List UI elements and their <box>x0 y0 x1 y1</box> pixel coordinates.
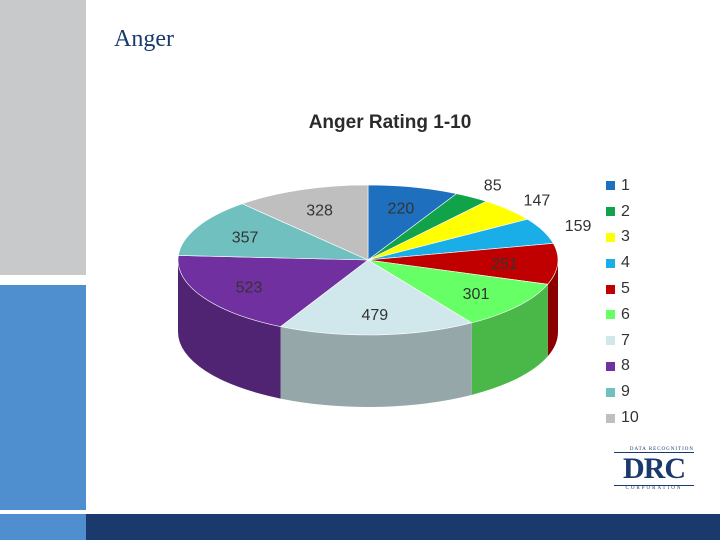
logo-bottom-text: CORPORATION <box>625 486 683 491</box>
pie-label-6: 301 <box>463 286 490 303</box>
legend-item-3: 3 <box>606 225 639 251</box>
pie-label-7: 479 <box>361 307 388 324</box>
legend-label-1: 1 <box>621 176 630 194</box>
legend-item-4: 4 <box>606 250 639 276</box>
chart-legend: 1 2 3 4 5 6 7 8 9 10 <box>606 173 639 431</box>
chart-title: Anger Rating 1-10 <box>308 112 472 133</box>
logo-main-text: DRC <box>614 452 694 486</box>
legend-item-6: 6 <box>606 302 639 328</box>
bottom-band-accent <box>0 514 86 540</box>
legend-item-10: 10 <box>606 405 639 431</box>
legend-swatch-9 <box>606 387 615 397</box>
legend-label-5: 5 <box>621 280 630 298</box>
page-title: Anger <box>114 26 174 52</box>
legend-item-1: 1 <box>606 173 639 199</box>
legend-label-10: 10 <box>621 409 639 427</box>
legend-swatch-3 <box>606 232 615 242</box>
legend-item-7: 7 <box>606 328 639 354</box>
pie-label-4: 159 <box>565 218 592 235</box>
legend-label-8: 8 <box>621 357 630 375</box>
pie-slice-1 <box>367 184 458 261</box>
bottom-band <box>0 514 720 540</box>
side-panel-blue <box>0 285 86 510</box>
legend-swatch-8 <box>606 361 615 371</box>
legend-swatch-4 <box>606 258 615 268</box>
pie-label-9: 357 <box>232 229 259 246</box>
pie-slice-7 <box>279 259 473 336</box>
drc-logo: DATA RECOGNITION DRC CORPORATION <box>614 447 694 497</box>
side-divider <box>86 0 90 540</box>
pie-label-5: 251 <box>491 256 518 273</box>
legend-label-3: 3 <box>621 228 630 246</box>
pie-label-2: 85 <box>484 178 502 195</box>
pie-label-1: 220 <box>388 201 415 218</box>
legend-item-5: 5 <box>606 276 639 302</box>
pie-slice-9 <box>178 203 369 261</box>
pie-label-3: 147 <box>524 193 551 210</box>
pie-label-10: 328 <box>306 203 333 220</box>
pie-side-6 <box>471 284 548 395</box>
legend-swatch-5 <box>606 284 615 294</box>
logo-top-text: DATA RECOGNITION <box>629 447 694 452</box>
pie-slice-8 <box>177 255 369 327</box>
legend-item-8: 8 <box>606 354 639 380</box>
legend-label-2: 2 <box>621 202 630 220</box>
legend-swatch-1 <box>606 181 615 191</box>
legend-item-2: 2 <box>606 199 639 225</box>
pie-side-walls <box>178 260 558 407</box>
legend-label-4: 4 <box>621 254 630 272</box>
pie-side-5 <box>547 260 558 357</box>
legend-label-7: 7 <box>621 331 630 349</box>
pie-side-7 <box>280 322 472 407</box>
legend-swatch-2 <box>606 207 615 217</box>
legend-swatch-7 <box>606 336 615 346</box>
legend-swatch-10 <box>606 413 615 423</box>
legend-label-9: 9 <box>621 383 630 401</box>
pie-slice-6 <box>367 259 549 324</box>
legend-label-6: 6 <box>621 305 630 323</box>
legend-swatch-6 <box>606 310 615 320</box>
legend-item-9: 9 <box>606 379 639 405</box>
pie-slice-5 <box>367 243 559 285</box>
pie-side-8 <box>178 260 281 399</box>
pie-label-8: 523 <box>236 280 263 297</box>
pie-slice-10 <box>241 184 369 261</box>
side-panel-gray <box>0 0 86 275</box>
